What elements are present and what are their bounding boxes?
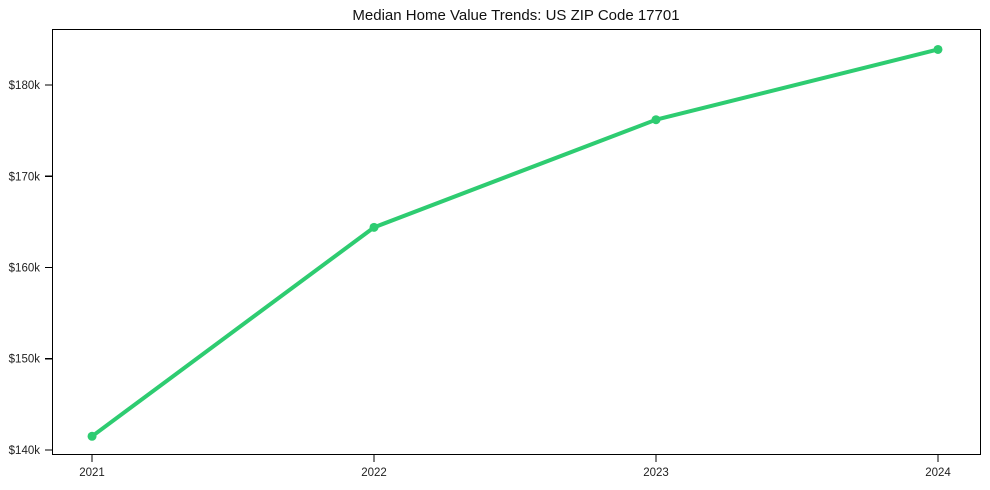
data-point-2023: [651, 115, 661, 125]
data-point-2022: [369, 222, 379, 232]
chart-title: Median Home Value Trends: US ZIP Code 17…: [352, 7, 680, 24]
y-tick-label: $160k: [9, 263, 41, 275]
data-point-2024: [933, 44, 943, 54]
x-tick-label: 2023: [643, 467, 669, 479]
x-tick-label: 2024: [925, 467, 951, 479]
data-point-2021: [87, 431, 97, 441]
x-tick-label: 2022: [361, 467, 387, 479]
x-tick-label: 2021: [79, 467, 105, 479]
y-tick-label: $170k: [9, 171, 41, 183]
plot-border: [51, 28, 982, 456]
value-line: [90, 47, 940, 439]
y-tick-label: $150k: [9, 354, 41, 366]
y-tick-label: $140k: [9, 445, 41, 457]
y-tick-label: $180k: [9, 80, 41, 92]
